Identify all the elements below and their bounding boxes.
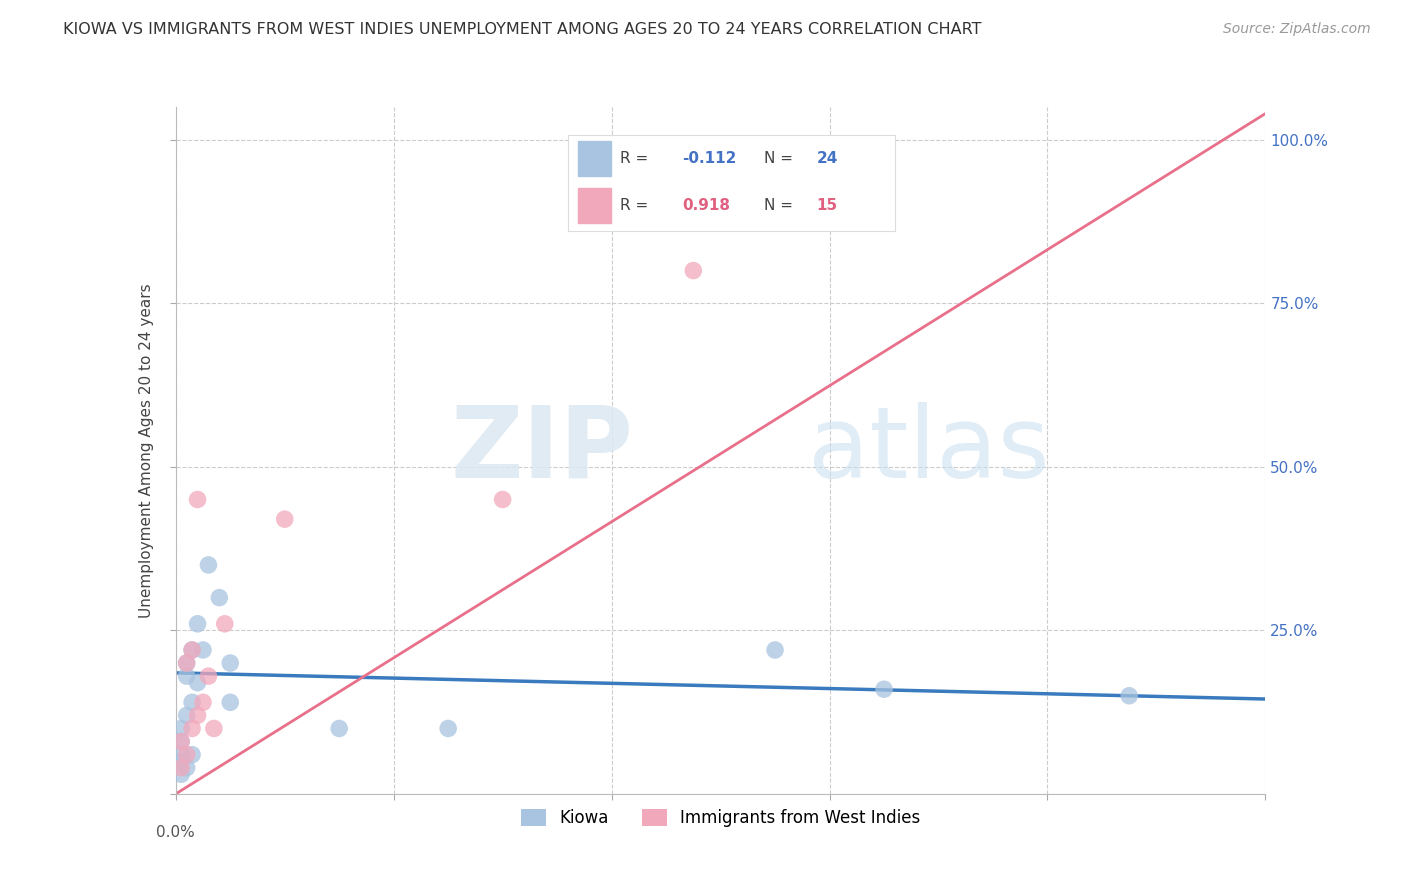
Text: 0.0%: 0.0%	[156, 825, 195, 839]
Point	[170, 747, 193, 762]
Point	[181, 747, 204, 762]
Point	[274, 512, 297, 526]
Point	[197, 558, 219, 572]
Point	[208, 591, 231, 605]
Text: atlas: atlas	[807, 402, 1049, 499]
Point	[170, 761, 193, 775]
Point	[219, 695, 242, 709]
Point	[328, 722, 350, 736]
Legend: Kiowa, Immigrants from West Indies: Kiowa, Immigrants from West Indies	[515, 802, 927, 834]
Text: KIOWA VS IMMIGRANTS FROM WEST INDIES UNEMPLOYMENT AMONG AGES 20 TO 24 YEARS CORR: KIOWA VS IMMIGRANTS FROM WEST INDIES UNE…	[63, 22, 981, 37]
Point	[181, 722, 204, 736]
Point	[176, 761, 198, 775]
Point	[186, 675, 209, 690]
Point	[191, 695, 214, 709]
Point	[202, 722, 225, 736]
Point	[176, 669, 198, 683]
Point	[181, 695, 204, 709]
Point	[170, 722, 193, 736]
Point	[170, 754, 193, 768]
Point	[170, 734, 193, 748]
Point	[186, 492, 209, 507]
Point	[176, 656, 198, 670]
Point	[219, 656, 242, 670]
Point	[181, 643, 204, 657]
Point	[191, 643, 214, 657]
Point	[176, 656, 198, 670]
Point	[186, 708, 209, 723]
Point	[170, 767, 193, 781]
Point	[873, 682, 896, 697]
Point	[763, 643, 786, 657]
Point	[492, 492, 515, 507]
Y-axis label: Unemployment Among Ages 20 to 24 years: Unemployment Among Ages 20 to 24 years	[139, 283, 155, 618]
Point	[197, 669, 219, 683]
Point	[214, 616, 236, 631]
Text: ZIP: ZIP	[450, 402, 633, 499]
Point	[186, 616, 209, 631]
Point	[437, 722, 460, 736]
Point	[181, 643, 204, 657]
Point	[176, 747, 198, 762]
Point	[682, 263, 704, 277]
Point	[170, 734, 193, 748]
Text: Source: ZipAtlas.com: Source: ZipAtlas.com	[1223, 22, 1371, 37]
Point	[176, 708, 198, 723]
Point	[1118, 689, 1140, 703]
